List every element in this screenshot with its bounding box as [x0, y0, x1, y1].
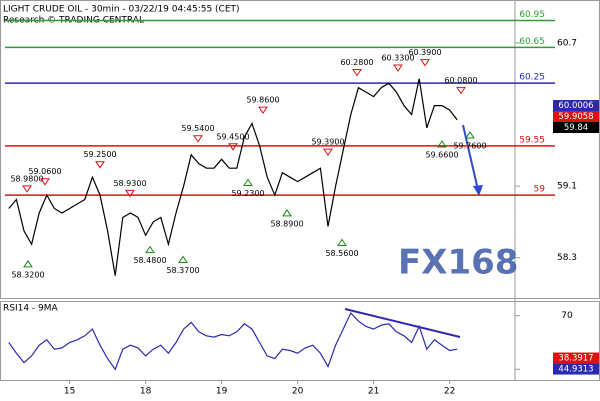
low-label: 59.7600 [453, 142, 486, 151]
x-tick-label: 18 [140, 387, 152, 397]
level-label: 60.25 [519, 73, 545, 83]
high-label: 60.0800 [444, 76, 477, 85]
high-marker [420, 59, 430, 67]
high-label: 58.9300 [113, 179, 146, 188]
high-marker [40, 178, 50, 186]
last-value-label: 44.9313 [558, 365, 593, 375]
low-label: 58.4800 [133, 256, 166, 265]
high-marker [228, 143, 238, 151]
high-label: 60.3300 [381, 54, 414, 63]
last-value-label: 59.9058 [558, 112, 593, 122]
y-tick-label: 70 [561, 311, 573, 321]
x-tick-label: 21 [368, 387, 379, 397]
high-marker [193, 135, 203, 143]
high-label: 59.5400 [181, 124, 214, 133]
low-marker [465, 131, 475, 139]
level-label: 60.95 [519, 10, 545, 20]
high-marker [95, 161, 105, 169]
rsi-trendline [344, 308, 461, 338]
low-marker [437, 140, 447, 148]
high-marker [352, 69, 362, 77]
level-label: 59 [534, 185, 546, 195]
low-label: 58.8900 [270, 219, 303, 228]
rsi-title: RSI14 - 9MA [3, 304, 59, 314]
x-tick-label: 19 [216, 387, 228, 397]
level-label: 59.55 [519, 135, 545, 145]
last-value-label: 59.84 [564, 123, 588, 133]
low-marker [145, 245, 155, 254]
last-value-box [553, 100, 599, 112]
high-marker [22, 185, 32, 193]
low-label: 58.5600 [325, 249, 358, 258]
low-label: 58.3200 [11, 270, 44, 279]
price-line [8, 78, 458, 276]
x-tick-label: 15 [64, 387, 75, 397]
high-label: 60.2800 [340, 58, 373, 67]
last-value-box [553, 111, 599, 123]
low-marker [243, 178, 253, 186]
high-label: 60.3900 [408, 48, 441, 57]
last-value-label: 38.3917 [558, 354, 593, 364]
high-label: 59.0600 [28, 167, 61, 176]
chart-title: LIGHT CRUDE OIL - 30min - 03/22/19 04:45… [3, 5, 240, 15]
price-line [8, 311, 458, 371]
last-value-box [553, 363, 599, 375]
x-tick-label: 20 [292, 387, 304, 397]
high-label: 59.4500 [216, 132, 249, 141]
forecast-arrowhead [473, 185, 483, 196]
high-label: 59.8600 [246, 96, 279, 105]
low-label: 59.2300 [231, 189, 264, 198]
last-value-box [553, 122, 599, 134]
last-value-label: 60.0006 [558, 101, 593, 111]
high-marker [393, 64, 403, 72]
last-value-box [553, 352, 599, 364]
forecast-arrow [462, 124, 479, 191]
x-tick-label: 22 [444, 387, 455, 397]
high-label: 59.3900 [311, 138, 344, 147]
level-label: 60.65 [519, 37, 545, 47]
low-marker [23, 260, 33, 268]
watermark: FX168 [398, 243, 518, 283]
high-label: 59.2500 [83, 150, 116, 159]
y-tick-label: 60.7 [557, 38, 577, 48]
high-marker [456, 86, 466, 95]
low-marker [282, 209, 292, 217]
y-tick-label: 59.1 [557, 182, 577, 192]
low-label: 59.6600 [425, 150, 458, 159]
y-tick-label: 58.3 [557, 253, 577, 263]
high-marker [323, 148, 333, 157]
low-marker [178, 255, 188, 263]
high-label: 58.9800 [10, 174, 43, 183]
low-label: 58.3700 [166, 266, 199, 275]
high-marker [125, 189, 135, 198]
high-marker [258, 106, 268, 114]
low-marker [337, 238, 347, 246]
